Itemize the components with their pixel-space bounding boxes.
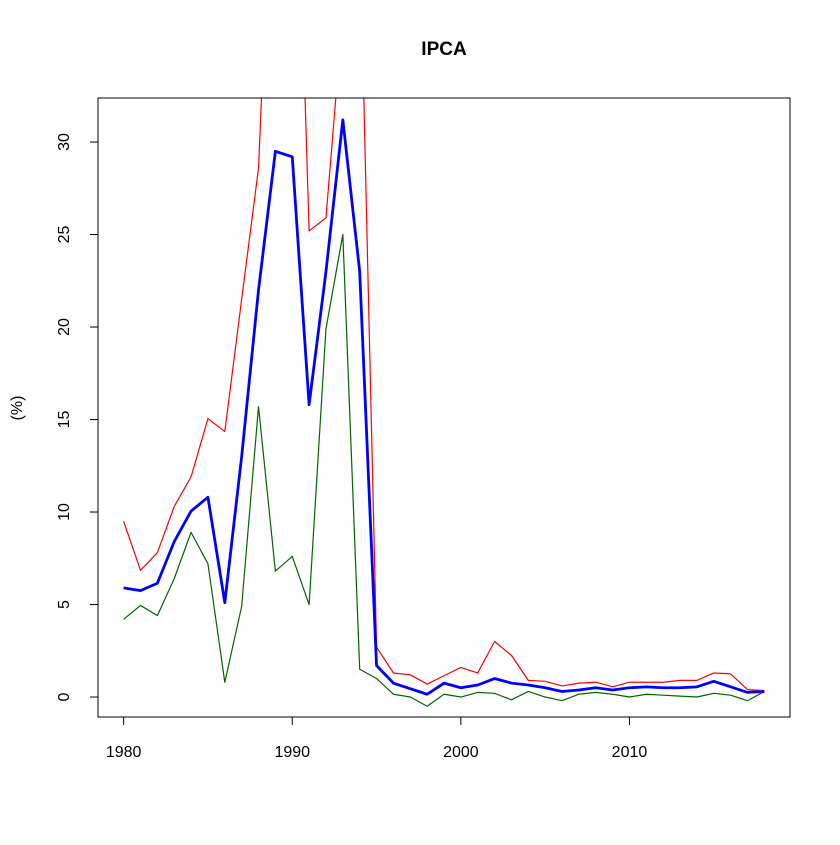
x-tick-label: 1990 xyxy=(274,744,310,761)
x-tick-label: 2000 xyxy=(443,744,479,761)
y-tick-label: 25 xyxy=(56,226,73,244)
data-line xyxy=(123,98,765,692)
x-tick-label: 1980 xyxy=(106,744,142,761)
y-tick-label: 30 xyxy=(56,133,73,151)
y-tick-label: 5 xyxy=(56,600,73,609)
x-tick-label: 2010 xyxy=(612,744,648,761)
y-tick-label: 20 xyxy=(56,318,73,336)
y-axis-label: (%) xyxy=(9,396,26,421)
y-tick-label: 15 xyxy=(56,411,73,429)
y-tick-label: 10 xyxy=(56,503,73,521)
data-line xyxy=(123,233,765,707)
data-line xyxy=(123,118,765,696)
y-tick-label: 0 xyxy=(56,692,73,701)
chart-title: IPCA xyxy=(421,39,467,60)
